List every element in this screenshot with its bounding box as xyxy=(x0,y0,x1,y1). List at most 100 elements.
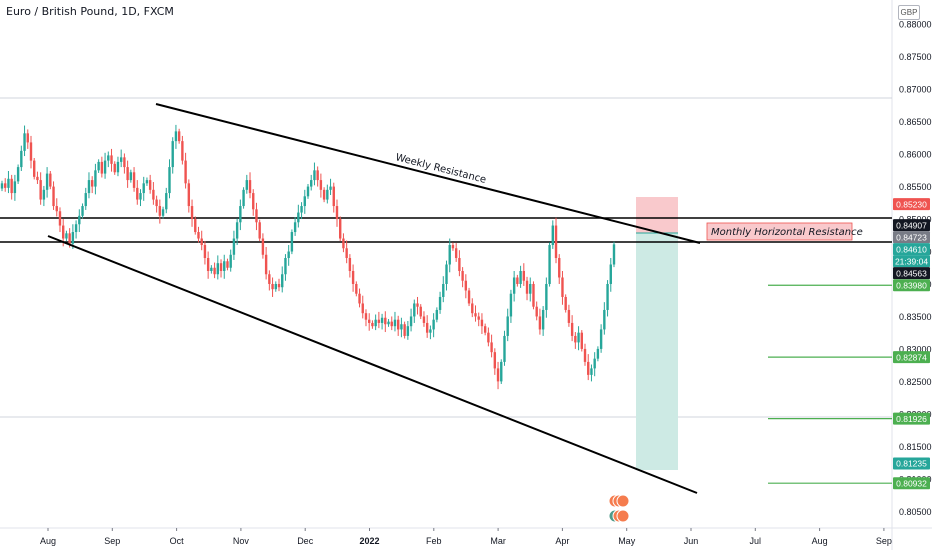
y-tick-label: 0.80500 xyxy=(899,507,932,517)
candle-body xyxy=(33,160,36,177)
candle-body xyxy=(94,170,97,187)
candle-body xyxy=(574,335,577,343)
candle-body xyxy=(564,296,567,310)
candle-body xyxy=(20,150,23,168)
candle-body xyxy=(97,161,100,171)
candle-body xyxy=(268,274,271,284)
candle-body xyxy=(129,172,133,181)
candle-body xyxy=(374,319,377,327)
candle-body xyxy=(451,245,455,249)
candle-body xyxy=(132,172,136,188)
candle-body xyxy=(506,316,509,336)
candle-body xyxy=(599,329,603,349)
x-tick-label: Aug xyxy=(812,536,828,546)
candle-body xyxy=(39,180,42,200)
candle-body xyxy=(29,142,33,161)
candle-body xyxy=(293,222,297,233)
candle-body xyxy=(319,180,323,190)
candle-body xyxy=(13,181,17,194)
candle-body xyxy=(461,270,464,281)
candles xyxy=(0,124,616,390)
candle-body xyxy=(258,222,261,239)
candle-body xyxy=(438,296,442,310)
price-badge xyxy=(893,412,930,425)
candle-body xyxy=(158,206,162,216)
price-badge xyxy=(893,231,930,244)
price-badge-label: 0.80932 xyxy=(896,478,927,488)
y-tick-label: 0.87500 xyxy=(899,52,932,62)
take-profit-zone[interactable] xyxy=(636,233,678,470)
candle-body xyxy=(177,131,181,142)
x-tick-label: Jun xyxy=(684,536,699,546)
candle-body xyxy=(168,167,171,194)
candle-body xyxy=(387,321,390,325)
chart-title: Euro / British Pound, 1D, FXCM xyxy=(6,5,174,18)
candle-body xyxy=(152,189,155,200)
candle-body xyxy=(332,186,335,207)
price-badge-label: 0.81235 xyxy=(896,459,927,469)
x-tick-label: Apr xyxy=(555,536,569,546)
candle-body xyxy=(548,245,551,284)
candle-body xyxy=(351,270,355,284)
event-icon[interactable] xyxy=(616,509,630,523)
price-badge xyxy=(893,351,930,364)
monthly-resistance-box xyxy=(706,222,853,241)
candle-body xyxy=(100,161,104,174)
y-tick-label: 0.87000 xyxy=(899,85,932,95)
economic-event-icons[interactable] xyxy=(608,494,630,523)
event-icon[interactable] xyxy=(616,494,630,508)
candle-body xyxy=(23,133,26,151)
candle-body xyxy=(71,232,75,244)
price-badge-label: 0.83980 xyxy=(896,280,927,290)
candle-body xyxy=(10,178,13,194)
candle-body xyxy=(612,244,616,265)
candle-body xyxy=(522,270,526,281)
candle-body xyxy=(87,180,91,194)
candle-body xyxy=(136,187,139,200)
candle-body xyxy=(503,335,506,362)
time-axis[interactable]: Aug Sep Oct Nov Dec 2022 Feb Mar Apr May Jun Jul Aug… xyxy=(40,528,892,546)
candle-body xyxy=(4,183,7,188)
candle-body xyxy=(384,317,387,325)
price-badge-label: 0.84907 xyxy=(896,220,927,230)
candle-body xyxy=(213,267,216,275)
candle-body xyxy=(361,303,364,314)
x-tick-label: Mar xyxy=(490,536,506,546)
candle-body xyxy=(248,180,252,194)
plot-area[interactable] xyxy=(0,0,892,528)
candle-body xyxy=(532,283,535,307)
currency-button[interactable]: GBP xyxy=(898,5,920,20)
candle-body xyxy=(509,293,513,317)
candle-body xyxy=(339,219,342,239)
candle-body xyxy=(516,277,519,284)
candle-body xyxy=(55,206,58,212)
price-badge xyxy=(893,243,930,256)
candle-body xyxy=(400,324,403,330)
candle-body xyxy=(235,222,239,239)
candle-body xyxy=(403,324,406,336)
candle-body xyxy=(300,206,303,213)
candle-body xyxy=(90,180,94,187)
support-trendline[interactable] xyxy=(47,235,698,494)
candle-body xyxy=(471,303,474,314)
candle-body xyxy=(570,322,574,336)
candle-body xyxy=(116,161,120,173)
candle-body xyxy=(371,322,374,327)
candle-body xyxy=(406,326,410,336)
candle-body xyxy=(148,180,152,190)
candle-body xyxy=(113,163,116,173)
candle-body xyxy=(490,342,493,353)
candle-body xyxy=(435,309,439,320)
stop-loss-zone[interactable] xyxy=(636,197,678,233)
candle-body xyxy=(84,193,87,207)
candle-body xyxy=(348,258,352,271)
candle-body xyxy=(119,157,123,162)
candle-body xyxy=(245,180,248,190)
x-tick-label: Nov xyxy=(233,536,250,546)
candle-body xyxy=(429,329,432,333)
x-tick-label: 2022 xyxy=(359,536,379,546)
y-tick-label: 0.82500 xyxy=(899,377,932,387)
weekly-resistance-trendline[interactable] xyxy=(155,103,701,244)
candle-body xyxy=(145,180,149,184)
